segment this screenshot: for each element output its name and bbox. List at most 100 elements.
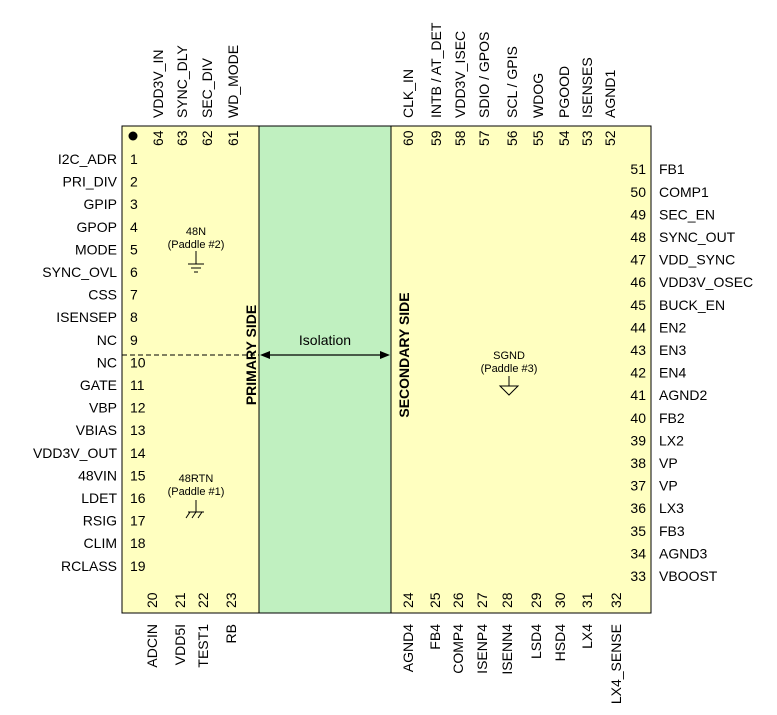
- pin-57-name: SDIO / GPOS: [476, 32, 492, 118]
- pin-9-name: NC: [97, 332, 117, 348]
- paddle1-label: (Paddle #1): [168, 486, 225, 498]
- pin-41-number: 41: [630, 387, 646, 403]
- isolation-region: [258, 125, 392, 614]
- pin-55-name: WDOG: [530, 73, 546, 118]
- pin-28-number: 28: [499, 592, 515, 608]
- pin-58-name: VDD3V_ISEC: [452, 31, 468, 118]
- pin-60-name: CLK_IN: [400, 69, 416, 118]
- pin-10-number: 10: [130, 354, 146, 370]
- pin-62-name: SEC_DIV: [199, 57, 215, 118]
- pin-63-number: 63: [174, 130, 190, 146]
- pin-3-name: GPIP: [84, 196, 117, 212]
- pin-6-number: 6: [130, 264, 138, 280]
- pin-38-number: 38: [630, 455, 646, 471]
- paddle3-label: (Paddle #3): [481, 363, 538, 375]
- pin-31-number: 31: [579, 592, 595, 608]
- pin-37-name: VP: [659, 478, 678, 494]
- pin-46-name: VDD3V_OSEC: [659, 274, 753, 290]
- pin-26-number: 26: [450, 592, 466, 608]
- pin-30-number: 30: [552, 592, 568, 608]
- pin-2-name: PRI_DIV: [63, 174, 118, 190]
- pin-37-number: 37: [630, 478, 646, 494]
- pin-52-number: 52: [602, 130, 618, 146]
- bottom-pin-group: 20 ADCIN 21 VDD5I 22 TEST1 23 RB 24 AGND4 25 FB4 26 C…: [144, 592, 624, 704]
- pin-19-name: RCLASS: [61, 558, 117, 574]
- pin-1-number: 1: [130, 151, 138, 167]
- pin-8-number: 8: [130, 309, 138, 325]
- pin-7-number: 7: [130, 287, 138, 303]
- isolation-arrow-left-head: [260, 351, 270, 359]
- pin-26-name: COMP4: [450, 624, 466, 674]
- pin-17-name: RSIG: [83, 513, 117, 529]
- pin-20-name: ADCIN: [144, 624, 160, 668]
- pin-41-name: AGND2: [659, 387, 707, 403]
- pin-56-number: 56: [504, 130, 520, 146]
- pin-22-name: TEST1: [195, 624, 211, 668]
- pin-25-number: 25: [427, 592, 443, 608]
- pin-21-number: 21: [172, 592, 188, 608]
- pin-54-name: PGOOD: [556, 66, 572, 118]
- pin-64-number: 64: [150, 130, 166, 146]
- pin-39-number: 39: [630, 432, 646, 448]
- pin-23-number: 23: [223, 592, 239, 608]
- pin-40-number: 40: [630, 410, 646, 426]
- pin-28-name: ISENN4: [499, 624, 515, 675]
- pin-36-number: 36: [630, 500, 646, 516]
- pin-5-number: 5: [130, 241, 138, 257]
- pin-49-number: 49: [630, 206, 646, 222]
- pin-52-name: AGND1: [602, 70, 618, 118]
- pin-10-name: NC: [97, 354, 117, 370]
- pin-57-number: 57: [476, 130, 492, 146]
- pin-44-number: 44: [630, 319, 646, 335]
- pin-11-number: 11: [130, 377, 145, 393]
- pin-32-name: LX4_SENSE: [608, 624, 624, 704]
- pin-25-name: FB4: [427, 624, 443, 650]
- pin-17-number: 17: [130, 513, 146, 529]
- pin-24-name: AGND4: [400, 624, 416, 672]
- pin-18-number: 18: [130, 535, 146, 551]
- pin-21-name: VDD5I: [172, 624, 188, 665]
- pin-63-name: SYNC_DLY: [174, 44, 190, 118]
- paddle2-net-label: 48N: [186, 226, 206, 238]
- pin-9-number: 9: [130, 332, 138, 348]
- pin-50-number: 50: [630, 184, 646, 200]
- pin-33-number: 33: [630, 568, 646, 584]
- pin-55-number: 55: [530, 130, 546, 146]
- pin-61-name: WD_MODE: [225, 45, 241, 118]
- top-pin-group: 52 AGND1 53 ISENSES 54 PGOOD 55 WDOG 56 SCL / GPI…: [150, 22, 618, 146]
- right-pin-group: 33 VBOOST 34 AGND3 35 FB3 36 LX3 37 VP 38 VP 39 LX2 40…: [630, 161, 753, 584]
- pin-16-name: LDET: [81, 490, 117, 506]
- pin-16-number: 16: [130, 490, 146, 506]
- pin-13-name: VBIAS: [76, 422, 117, 438]
- pin-51-name: FB1: [659, 161, 685, 177]
- pin-58-number: 58: [452, 130, 468, 146]
- pin-34-number: 34: [630, 545, 646, 561]
- pin-11-name: GATE: [80, 377, 117, 393]
- pin-38-name: VP: [659, 455, 678, 471]
- pin-32-number: 32: [608, 592, 624, 608]
- pin-23-name: RB: [223, 624, 239, 643]
- pin-53-name: ISENSES: [579, 57, 595, 118]
- pin-64-name: VDD3V_IN: [150, 50, 166, 118]
- pin-3-number: 3: [130, 196, 138, 212]
- secondary-side-label: SECONDARY SIDE: [396, 292, 412, 417]
- pin-59-number: 59: [428, 130, 444, 146]
- pin-43-number: 43: [630, 342, 646, 358]
- pin-53-number: 53: [579, 130, 595, 146]
- pin-14-number: 14: [130, 445, 146, 461]
- pin-46-number: 46: [630, 274, 646, 290]
- pin-59-name: INTB / AT_DET: [428, 22, 444, 118]
- pin-54-number: 54: [556, 130, 572, 146]
- isolation-label: Isolation: [299, 332, 351, 348]
- pin-56-name: SCL / GPIS: [504, 46, 520, 118]
- paddle2-label: (Paddle #2): [168, 239, 225, 251]
- pin-8-name: ISENSEP: [56, 309, 117, 325]
- pin-31-name: LX4: [579, 624, 595, 649]
- pin-18-name: CLIM: [84, 535, 117, 551]
- pin1-indicator-dot: [128, 131, 138, 141]
- pin-33-name: VBOOST: [659, 568, 718, 584]
- pin-49-name: SEC_EN: [659, 206, 715, 222]
- pin-20-number: 20: [144, 592, 160, 608]
- pin-5-name: MODE: [75, 241, 117, 257]
